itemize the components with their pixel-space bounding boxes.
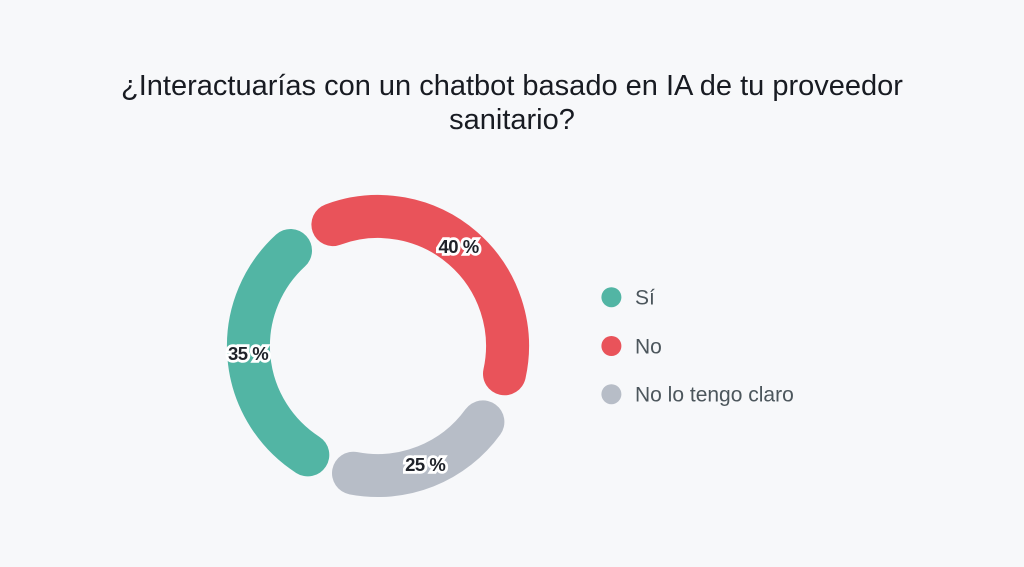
svg-text:Sí: Sí	[635, 287, 655, 310]
svg-text:40 %: 40 %	[439, 236, 479, 257]
svg-text:25 %: 25 %	[405, 454, 445, 475]
svg-text:No lo tengo claro: No lo tengo claro	[635, 384, 794, 407]
svg-text:No: No	[635, 335, 662, 358]
svg-text:35 %: 35 %	[228, 343, 268, 364]
